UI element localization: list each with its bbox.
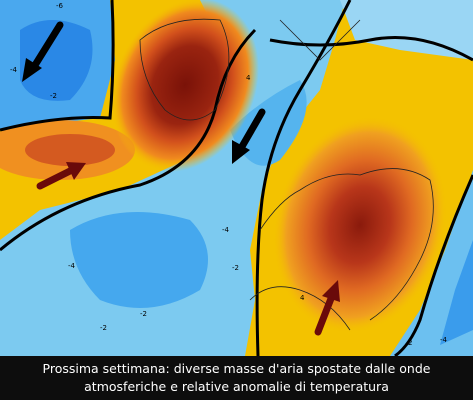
coastlines <box>139 18 434 331</box>
anomaly-map: -6 -4 -2 4 -4 -2 -4 -2 2 -4 -2 4 <box>0 0 473 358</box>
contour-label: 4 <box>246 74 251 82</box>
arrows <box>22 21 340 336</box>
warm-core <box>273 116 447 334</box>
contour-label: -4 <box>10 66 18 74</box>
contour-label: -4 <box>68 262 76 270</box>
contour-label: 2 <box>408 339 412 347</box>
contour-label: -2 <box>232 264 239 272</box>
contour-label: -2 <box>140 310 147 318</box>
contour-label: -6 <box>56 2 64 10</box>
contour-label: -2 <box>50 92 57 100</box>
caption: Prossima settimana: diverse masse d'aria… <box>0 356 473 400</box>
caption-line: atmosferiche e relative anomalie di temp… <box>84 379 389 394</box>
cold-core <box>20 20 93 101</box>
cold-core <box>230 80 307 166</box>
warm-core <box>25 134 115 166</box>
warm-core <box>111 0 259 172</box>
contour-label: -4 <box>222 226 230 234</box>
caption-line: Prossima settimana: diverse masse d'aria… <box>42 361 431 376</box>
cold-core <box>440 240 473 345</box>
zero-contours <box>0 0 473 358</box>
contour-label: 4 <box>300 294 305 302</box>
cold-core <box>70 212 208 308</box>
contour-label: -2 <box>100 324 107 332</box>
contour-label: -4 <box>440 336 448 344</box>
